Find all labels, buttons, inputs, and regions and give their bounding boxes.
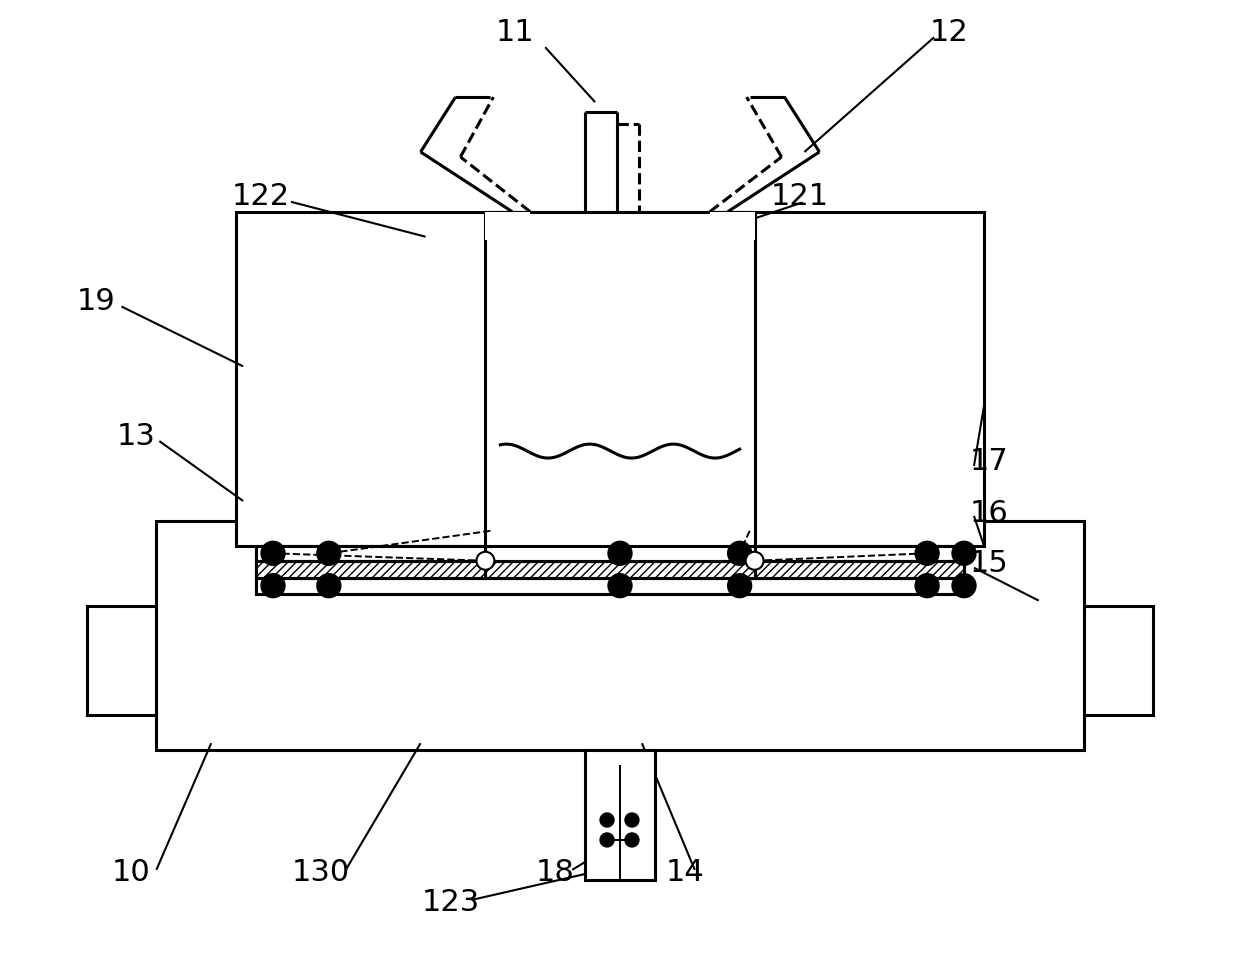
Bar xyxy=(257,546,963,561)
Bar xyxy=(257,577,963,594)
Text: 11: 11 xyxy=(496,18,534,47)
Circle shape xyxy=(745,552,764,570)
Text: 15: 15 xyxy=(970,550,1008,578)
Circle shape xyxy=(600,833,614,847)
Text: 19: 19 xyxy=(77,287,115,316)
Circle shape xyxy=(625,813,639,827)
Bar xyxy=(257,521,963,591)
Text: 121: 121 xyxy=(770,183,828,211)
Bar xyxy=(236,212,983,546)
Circle shape xyxy=(317,541,341,565)
Text: 17: 17 xyxy=(970,446,1008,475)
Circle shape xyxy=(915,541,939,565)
Text: 123: 123 xyxy=(422,888,480,917)
Circle shape xyxy=(608,574,632,598)
Text: 10: 10 xyxy=(112,858,151,887)
Text: 122: 122 xyxy=(232,183,290,211)
Circle shape xyxy=(728,541,751,565)
Bar xyxy=(87,606,156,715)
Circle shape xyxy=(728,574,751,598)
Bar xyxy=(1084,606,1153,715)
Circle shape xyxy=(625,833,639,847)
Circle shape xyxy=(915,574,939,598)
Circle shape xyxy=(317,574,341,598)
Bar xyxy=(709,212,755,240)
Text: 18: 18 xyxy=(536,858,574,887)
Bar xyxy=(585,750,655,880)
Text: 130: 130 xyxy=(291,858,350,887)
Circle shape xyxy=(476,552,495,570)
Circle shape xyxy=(262,574,285,598)
Bar xyxy=(485,212,755,561)
Text: 13: 13 xyxy=(117,422,156,450)
Text: 16: 16 xyxy=(970,499,1008,529)
Circle shape xyxy=(952,541,976,565)
Bar xyxy=(485,561,755,577)
Bar xyxy=(156,521,1084,750)
Circle shape xyxy=(608,541,632,565)
Bar xyxy=(755,561,963,577)
Text: 14: 14 xyxy=(666,858,704,887)
Bar xyxy=(485,212,531,240)
Circle shape xyxy=(952,574,976,598)
Circle shape xyxy=(262,541,285,565)
Bar xyxy=(257,561,485,577)
Text: 12: 12 xyxy=(930,18,968,47)
Circle shape xyxy=(600,813,614,827)
